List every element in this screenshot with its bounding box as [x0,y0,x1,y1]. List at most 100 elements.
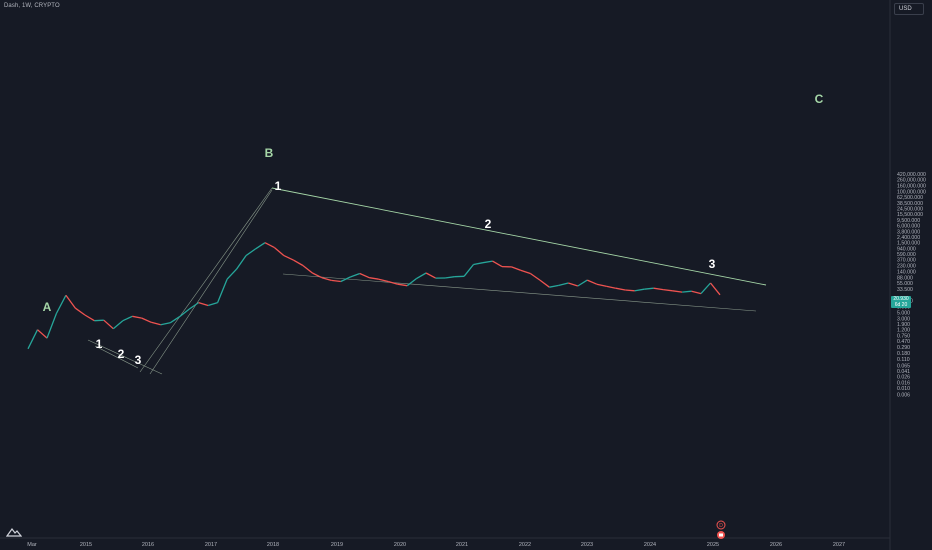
price-axis-labels: 420,000.000260,000.000160,000.000100,000… [897,172,926,398]
price-segment [198,301,209,307]
price-segment [331,279,341,283]
wave-label[interactable]: 1 [96,337,103,351]
wave-label[interactable]: 3 [135,353,142,367]
time-tick-label: 2026 [770,542,782,548]
price-segment [388,280,398,285]
price-segment [179,308,190,318]
trendline[interactable] [87,339,163,375]
price-segment [445,276,455,279]
price-segment [75,307,86,316]
price-segment [321,277,332,282]
symbol-header[interactable]: Dash, 1W, CRYPTO [4,3,60,9]
price-segment [691,290,702,295]
time-tick-label: 2027 [833,542,845,548]
price-tick-label: 160,000.000 [897,184,926,190]
currency-selector[interactable]: USD [894,3,924,15]
price-segment [682,290,692,293]
price-segment [84,314,95,322]
last-price-badge: 20.930 6d 20 [891,296,911,308]
price-segment [207,301,218,307]
price-segment [369,277,379,280]
price-tick-label: 0.750 [897,333,910,339]
trendline[interactable] [282,273,757,312]
price-tick-label: 940.000 [897,246,916,252]
price-segment [558,282,569,287]
tradingview-logo-icon[interactable] [5,524,23,542]
price-segment [283,255,294,261]
price-segment [160,322,171,326]
price-tick-label: 24,500.000 [897,207,923,213]
wedge-trendlines [87,187,767,375]
price-segment [700,282,711,295]
price-segment [473,262,484,266]
time-tick-label: 2024 [644,542,656,548]
price-segment [568,282,578,287]
wave-label[interactable]: 2 [118,347,125,361]
price-tick-label: 62,500.000 [897,195,923,201]
time-tick-label: 2015 [80,542,92,548]
price-segment [65,294,76,309]
price-segment [188,302,199,310]
price-tick-label: 9,500.000 [897,218,920,224]
wave-label[interactable]: 3 [709,257,716,271]
price-segment [653,287,664,291]
time-tick-label: Mar [27,542,37,548]
bar-countdown: 6d 20 [894,302,908,308]
price-segment [378,278,389,283]
wave-label[interactable]: B [265,146,274,160]
price-tick-label: 0.006 [897,392,910,398]
price-segment [169,316,181,324]
wave-label[interactable]: 2 [485,217,492,231]
price-segment [463,264,475,277]
svg-text:D: D [719,523,723,529]
price-tick-label: 6,000.000 [897,224,920,230]
price-tick-label: 370.000 [897,258,916,264]
price-segment [264,242,275,249]
price-tick-label: 100,000.000 [897,189,926,195]
price-tick-label: 0.026 [897,374,910,380]
price-tick-label: 420,000.000 [897,172,926,178]
price-segment [46,313,58,339]
trendline[interactable] [94,345,139,369]
price-segment [530,272,541,281]
trendline[interactable] [271,187,767,286]
trendline[interactable] [139,187,273,373]
price-series [27,242,721,350]
time-tick-label: 2021 [456,542,468,548]
price-segment [663,288,673,292]
price-segment [274,247,285,257]
price-tick-label: 88.000 [897,275,913,281]
price-segment [141,317,152,323]
price-tick-label: 0.470 [897,339,910,345]
price-segment [37,329,48,339]
price-segment [235,255,247,270]
wave-label[interactable]: A [43,300,52,314]
price-tick-label: 3.000 [897,317,910,323]
price-segment [596,283,607,287]
price-segment [112,320,124,330]
price-segment [549,284,559,288]
price-tick-label: 0.016 [897,380,910,386]
price-segment [397,283,408,287]
event-marker-icon[interactable]: D [716,517,726,535]
wave-label[interactable]: C [815,92,824,106]
price-segment [132,315,142,319]
trendline[interactable] [149,189,273,375]
price-segment [644,287,654,290]
price-segment [340,276,351,283]
price-segment [406,277,418,287]
price-segment [359,272,370,279]
price-segment [520,269,531,275]
price-segment [709,282,721,296]
price-segment [615,287,626,291]
last-price-value: 20.930 [893,296,909,302]
earnings-marker-icon[interactable] [716,527,726,545]
wave-label[interactable]: 1 [275,179,282,193]
time-tick-label: 2017 [205,542,217,548]
time-tick-label: 2016 [142,542,154,548]
price-segment [302,264,313,274]
price-segment [587,279,598,285]
price-segment [216,278,228,303]
